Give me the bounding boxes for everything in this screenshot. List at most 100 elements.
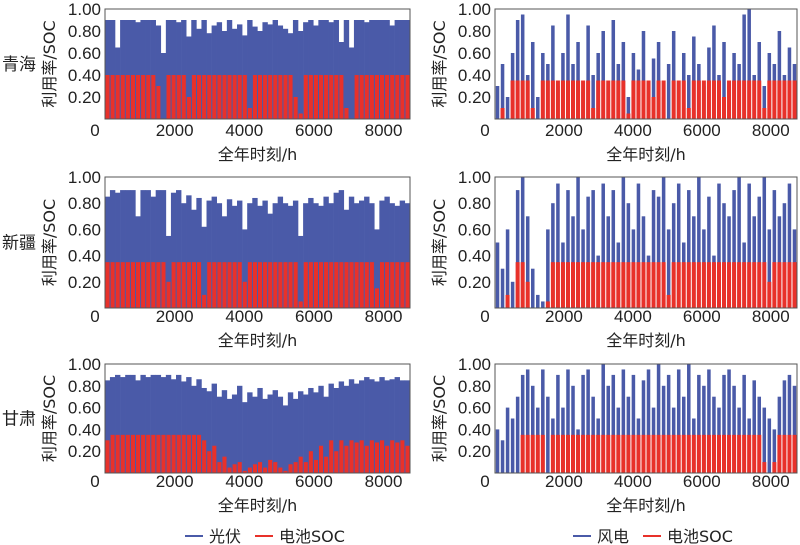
y-tick-label: 0.40 (458, 66, 491, 85)
bar-mark (712, 25, 716, 119)
bar-mark (324, 456, 329, 473)
bar-mark (706, 80, 711, 119)
bar-mark (227, 75, 232, 119)
bar-mark (278, 467, 283, 473)
bar-mark (176, 434, 181, 473)
bar-mark (217, 75, 222, 119)
bar-mark (333, 192, 339, 308)
bar-mark (120, 75, 125, 119)
bar-mark (586, 434, 591, 473)
legend-label: 风电 (597, 527, 629, 545)
bar-mark (404, 20, 411, 119)
bar-mark (586, 262, 591, 308)
x-tick-label: 4000 (614, 472, 652, 491)
bar-mark (135, 380, 141, 473)
bar-mark (303, 203, 309, 308)
bar-mark (792, 434, 797, 473)
bar-mark (530, 434, 535, 473)
bar-mark (500, 268, 505, 308)
bar-mark (772, 190, 777, 308)
bar-mark (110, 434, 115, 473)
bar-mark (711, 434, 716, 473)
bar-mark (278, 75, 283, 119)
subplot-2: 0.20 0.40 0.60 0.80 1.00 0 2000 4000 6000 8000 全年时… (2, 168, 411, 350)
bar-mark (772, 80, 777, 119)
y-axis-label: 利用率/SOC (40, 20, 59, 107)
bar-mark (742, 262, 747, 308)
bar-mark (696, 80, 701, 119)
bar-mark (666, 64, 671, 119)
legend-right: 风电 电池SOC (573, 527, 733, 545)
bar-mark (727, 369, 731, 473)
bar-mark (611, 20, 616, 119)
bar-mark (646, 262, 651, 308)
y-tick-label: 0.20 (68, 88, 101, 107)
bar-mark (374, 381, 380, 473)
bar-mark (226, 398, 233, 473)
bar-mark (772, 429, 777, 473)
bar-mark (606, 262, 611, 308)
bar-mark (716, 434, 721, 473)
x-tick-label: 2000 (545, 121, 583, 140)
bar-mark (616, 262, 621, 308)
series-soc (505, 262, 797, 308)
bar-mark (686, 262, 691, 308)
bar-mark (160, 190, 167, 308)
y-tick-label: 0.60 (458, 220, 491, 239)
bar-mark (161, 262, 166, 308)
bar-mark (181, 434, 186, 473)
bar-mark (385, 262, 390, 308)
bar-mark (380, 440, 385, 473)
bar-mark (166, 75, 171, 119)
x-tick-label: 8000 (365, 121, 403, 140)
bar-mark (379, 377, 385, 473)
bar-mark (298, 113, 303, 119)
bar-mark (283, 470, 288, 473)
bar-mark (226, 199, 233, 308)
bar-mark (257, 387, 263, 473)
bar-mark (313, 203, 319, 308)
bar-mark (319, 262, 324, 308)
bar-mark (727, 80, 732, 119)
x-tick-label: 2000 (156, 307, 194, 326)
bar-mark (252, 26, 258, 120)
bar-mark (298, 456, 303, 473)
bar-mark (237, 200, 243, 308)
bar-mark (227, 262, 232, 308)
y-tick-label: 0.80 (68, 22, 101, 41)
bar-mark (303, 75, 308, 119)
bar-mark (242, 402, 248, 473)
bar-mark (374, 75, 379, 119)
bar-mark (308, 262, 313, 308)
bar-mark (752, 262, 757, 308)
bar-mark (170, 192, 177, 308)
bar-mark (268, 459, 273, 473)
bar-mark (777, 262, 782, 308)
bar-mark (150, 20, 156, 119)
bar-mark (525, 281, 530, 308)
bar-mark (576, 434, 581, 473)
bar-mark (272, 390, 278, 473)
series-soc (520, 434, 797, 473)
bar-mark (389, 203, 395, 308)
bar-mark (722, 97, 727, 119)
bar-mark (323, 20, 329, 119)
bar-mark (792, 262, 797, 308)
bar-mark (742, 374, 746, 473)
bar-mark (110, 75, 115, 119)
bar-mark (313, 392, 319, 473)
bar-mark (104, 20, 111, 119)
bar-mark (581, 374, 585, 473)
bar-mark (676, 369, 681, 473)
bar-mark (115, 374, 121, 473)
bar-mark (706, 262, 711, 308)
bar-mark (626, 262, 631, 308)
bar-mark (202, 75, 207, 119)
bar-mark (151, 434, 156, 473)
bar-mark (606, 80, 611, 119)
bar-mark (328, 203, 334, 308)
bar-mark (621, 262, 626, 308)
bar-mark (636, 183, 641, 308)
bar-mark (364, 445, 369, 473)
